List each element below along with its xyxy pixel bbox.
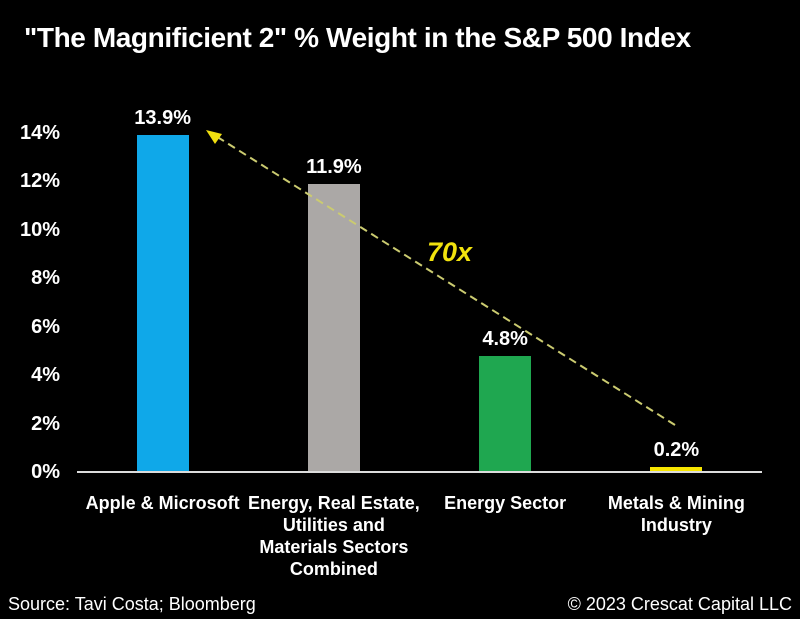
bar [650,467,703,472]
category-label: Apple & Microsoft [85,493,240,513]
y-tick-label: 8% [31,267,60,290]
y-tick-label: 6% [31,315,60,338]
trend-arrow-line [218,137,676,426]
source-credit: Source: Tavi Costa; Bloomberg [8,594,256,614]
y-tick-label: 10% [19,218,60,241]
bar [479,355,532,472]
bar-value-label: 13.9% [134,107,191,130]
y-tick-label: 2% [31,412,60,435]
bar [136,135,189,472]
y-tick-label: 4% [31,364,60,387]
y-tick-label: 12% [19,170,60,193]
x-axis-line [77,471,762,473]
bar [307,183,360,472]
y-tick-label: 0% [31,461,60,483]
bar-value-label: 0.2% [653,439,700,462]
multiplier-annotation: 70x [427,237,473,267]
bar-value-label: 4.8% [482,327,528,350]
bar-value-label: 11.9% [306,155,362,178]
category-label: Energy Sector [444,493,567,513]
trend-arrow-head-icon [206,130,222,144]
category-label: Metals & Mining Industry [607,493,745,535]
y-tick-label: 14% [19,122,60,144]
chart-title: "The Magnificient 2" % Weight in the S&P… [24,22,691,53]
category-label: Energy, Real Estate, Utilities and Mater… [248,493,420,579]
copyright-notice: © 2023 Crescat Capital LLC [567,594,792,614]
